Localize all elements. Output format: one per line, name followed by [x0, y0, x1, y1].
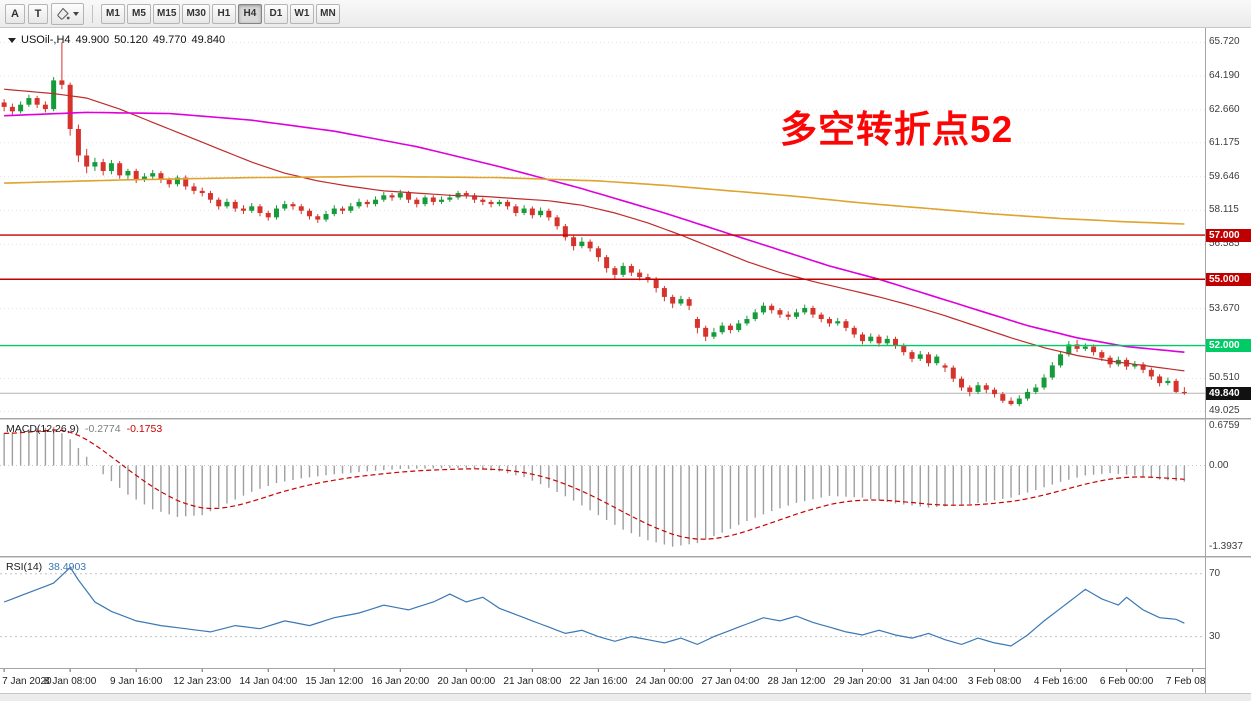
time-axis-label: 28 Jan 12:00 [767, 676, 826, 687]
time-axis-label: 7 Feb 08:00 [1165, 676, 1205, 687]
toolbar: A T M1 M5 M15 M30 H1 H4 D1 W1 MN [0, 0, 1251, 28]
chart-quote: USOil-,H4 49.900 50.120 49.770 49.840 [8, 34, 225, 46]
macd-label: MACD(12,26,9) -0.2774 -0.1753 [6, 423, 162, 435]
macd-histogram [3, 427, 1186, 547]
price-gridlines [0, 41, 1205, 412]
quote-open: 49.900 [75, 34, 110, 46]
quote-close: 49.840 [191, 34, 226, 46]
time-axis-label: 29 Jan 20:00 [833, 676, 892, 687]
quote-symbol: USOil-,H4 [21, 34, 71, 46]
annotation-text[interactable]: 多空转折点52 [780, 109, 1014, 150]
time-axis-label: 31 Jan 04:00 [899, 676, 958, 687]
rsi-name: RSI(14) [6, 561, 43, 573]
time-axis-label: 21 Jan 08:00 [503, 676, 562, 687]
time-axis-label: 15 Jan 12:00 [305, 676, 364, 687]
timeframe-button-M15[interactable]: M15 [153, 3, 181, 24]
timeframe-button-M30[interactable]: M30 [182, 3, 210, 24]
time-axis-label: 12 Jan 23:00 [173, 676, 232, 687]
time-axis-label: 9 Jan 16:00 [110, 676, 163, 687]
timeframe-button-H4[interactable]: H4 [237, 3, 262, 24]
rsi-value: 38.4903 [48, 561, 87, 573]
timeframe-button-H1[interactable]: H1 [211, 3, 236, 24]
timeframe-button-M5[interactable]: M5 [127, 3, 151, 24]
quote-low: 49.770 [152, 34, 187, 46]
time-axis-label: 22 Jan 16:00 [569, 676, 628, 687]
time-axis-label: 16 Jan 20:00 [371, 676, 430, 687]
rsi-label: RSI(14) 38.4903 [6, 561, 86, 573]
ma-fast-red [4, 88, 1185, 372]
macd-name: MACD(12,26,9) [6, 423, 79, 435]
timeframe-button-D1[interactable]: D1 [263, 3, 288, 24]
ma-slow-orange [4, 175, 1185, 225]
text-tool-button[interactable]: T [28, 3, 48, 24]
time-axis-label: 27 Jan 04:00 [701, 676, 760, 687]
pane-splitter[interactable] [0, 556, 1251, 558]
paint-bucket-icon [56, 7, 70, 21]
chevron-down-icon [73, 11, 79, 16]
time-axis-label: 8 Jan 08:00 [44, 676, 97, 687]
time-axis-label: 3 Feb 08:00 [967, 676, 1022, 687]
quote-high: 50.120 [114, 34, 148, 46]
time-axis-label: 20 Jan 00:00 [437, 676, 496, 687]
timeframe-group: M1 M5 M15 M30 H1 H4 D1 W1 MN [101, 3, 340, 24]
pane-splitter[interactable] [0, 418, 1251, 420]
pointer-tool-button[interactable]: A [5, 3, 25, 24]
time-axis-label: 24 Jan 00:00 [635, 676, 694, 687]
time-axis-label: 4 Feb 16:00 [1033, 676, 1088, 687]
triangle-down-icon [8, 37, 16, 43]
price-axis-border [1205, 28, 1206, 694]
window-bottom-edge [0, 693, 1251, 701]
macd-signal-value: -0.1753 [126, 423, 163, 435]
macd-signal-line [4, 429, 1185, 540]
rsi-line [3, 566, 1185, 647]
time-axis[interactable]: 7 Jan 2020 8 Jan 08:00 9 Jan 16:00 12 Jan 2… [0, 668, 1205, 694]
macd-main-value: -0.2774 [84, 423, 121, 435]
paint-tool-button[interactable] [51, 2, 84, 25]
time-axis-label: 7 Jan 2020 [2, 676, 52, 687]
timeframe-button-W1[interactable]: W1 [289, 3, 314, 24]
candlestick-series [1, 42, 1187, 407]
timeframe-button-MN[interactable]: MN [315, 3, 340, 24]
timeframe-button-M1[interactable]: M1 [101, 3, 125, 24]
toolbar-separator [92, 4, 93, 23]
time-axis-label: 6 Feb 00:00 [1099, 676, 1154, 687]
time-axis-label: 14 Jan 04:00 [239, 676, 298, 687]
ma-medium-magenta [4, 111, 1185, 353]
